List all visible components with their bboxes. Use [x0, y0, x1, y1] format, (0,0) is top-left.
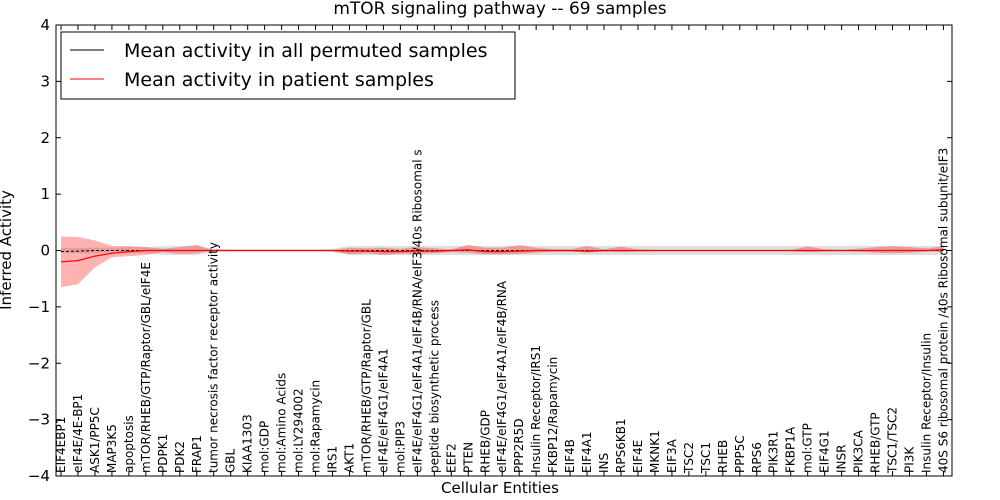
x-tick-label: MAP3K5 [105, 424, 119, 473]
x-tick-label: IRS1 [326, 446, 340, 473]
x-tick-label: INSR [835, 445, 849, 473]
legend-label-patient: Mean activity in patient samples [124, 69, 434, 91]
x-tick-label: KIAA1303 [241, 414, 255, 473]
x-tick-label: mol:Rapamycin [309, 380, 323, 473]
legend: Mean activity in all permuted samples Me… [60, 31, 516, 100]
legend-label-permuted: Mean activity in all permuted samples [124, 40, 487, 62]
x-tick-label: mol:LY294002 [292, 388, 306, 473]
x-tick-label: RHEB/GTP [869, 412, 883, 473]
x-tick-label: EIF3A [665, 438, 679, 473]
y-axis-title: Inferred Activity [0, 190, 15, 310]
x-axis-title: Cellular Entities [441, 479, 559, 497]
x-tick-label: PDPK1 [156, 434, 170, 473]
x-tick-label: Insulin Receptor/Insulin [920, 333, 934, 473]
y-tick-label: −4 [28, 467, 50, 485]
x-tick-label: mol:Amino Acids [275, 373, 289, 473]
x-tick-label: EIF4E [631, 440, 645, 473]
x-tick-label: FRAP1 [190, 435, 204, 473]
x-tick-label: INS [597, 453, 611, 473]
x-tick-label: TSC1 [699, 442, 713, 474]
x-tick-label: AKT1 [343, 443, 357, 473]
band-series-1 [61, 236, 944, 288]
x-tick-label: PI3K [903, 446, 917, 473]
chart-title: mTOR signaling pathway -- 69 samples [333, 0, 666, 19]
x-tick-label: FKBP1A [784, 426, 798, 473]
x-tick-label: PPP2R5D [512, 418, 526, 473]
x-tick-label: PDK2 [173, 441, 187, 473]
x-tick-label: EIF4G1 [818, 430, 832, 473]
y-tick-label: 3 [40, 72, 50, 90]
y-tick-label: 4 [40, 16, 50, 34]
x-tick-label: MKNK1 [648, 430, 662, 473]
y-tick-label: −2 [28, 354, 50, 372]
x-tick-label: EEF2 [444, 443, 458, 473]
x-tick-label: mol:GTP [801, 423, 815, 473]
y-tick-label: 1 [40, 185, 50, 203]
y-tick-label: −1 [28, 298, 50, 316]
x-tick-label: peptide biosynthetic process [427, 300, 441, 473]
plot-frame [55, 24, 953, 477]
x-tick-label: TSC1/TSC2 [886, 407, 900, 474]
x-tick-label: RPS6 [750, 442, 764, 473]
x-tick-label: mol:GDP [258, 421, 272, 473]
x-tick-label: mol:PIP3 [393, 421, 407, 473]
y-tick-label: 0 [40, 242, 50, 260]
x-tick-label: PIK3CA [852, 429, 866, 473]
x-tick-label: EIF4EBP1 [54, 417, 68, 473]
x-tick-label: apoptosis [122, 415, 136, 473]
x-tick-label: mTOR/RHEB/GTP/Raptor/GBL [360, 299, 374, 473]
x-tick-label: PTEN [461, 442, 475, 473]
y-tick-label: 2 [40, 129, 50, 147]
x-tick-label: GBL [224, 448, 238, 473]
x-tick-label: PIK3R1 [767, 431, 781, 473]
x-tick-label: mTOR/RHEB/GTP/Raptor/GBL/eIF4E [139, 262, 153, 473]
x-tick-label: TSC2 [682, 442, 696, 474]
x-tick-label: FKBP12/Rapamycin [546, 357, 560, 473]
x-tick-label: eIF4E/4E-BP1 [71, 394, 85, 473]
x-tick-label: PPP5C [733, 435, 747, 473]
x-tick-label: EIF4B [563, 439, 577, 473]
x-tick-label: 40S S6 ribosomal protein /40s Ribosomal … [936, 148, 950, 473]
x-tick-label: EIF4A1 [580, 431, 594, 473]
x-tick-label: ASK1/PP5C [88, 407, 102, 473]
x-tick-label: eIF4E/eIF4G1/eIF4A1 [376, 348, 390, 473]
line-series-1 [60, 249, 944, 263]
y-tick-label: −3 [28, 411, 50, 429]
x-tick-label: eIF4E/eIF4G1/eIF4A1/eIF4B/RNA/eIF3/40s R… [410, 149, 424, 473]
x-tick-label: Insulin Receptor/IRS1 [529, 345, 543, 473]
x-tick-label: tumor necrosis factor receptor activity [207, 242, 221, 473]
legend-frame [60, 31, 516, 100]
x-tick-label: RHEB/GDP [478, 410, 492, 473]
x-tick-label: eIF4E/eIF4G1/eIF4A1/eIF4B/RNA [495, 280, 509, 473]
x-tick-label: RPS6KB1 [614, 418, 628, 473]
x-tick-label: RHEB [716, 440, 730, 473]
